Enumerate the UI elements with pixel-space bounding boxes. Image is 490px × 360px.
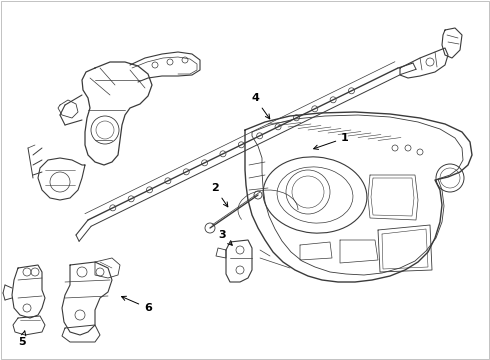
- Text: 2: 2: [211, 183, 228, 207]
- Text: 5: 5: [18, 331, 26, 347]
- Text: 4: 4: [251, 93, 270, 119]
- Text: 1: 1: [314, 133, 349, 149]
- Text: 6: 6: [122, 296, 152, 313]
- Text: 3: 3: [218, 230, 232, 245]
